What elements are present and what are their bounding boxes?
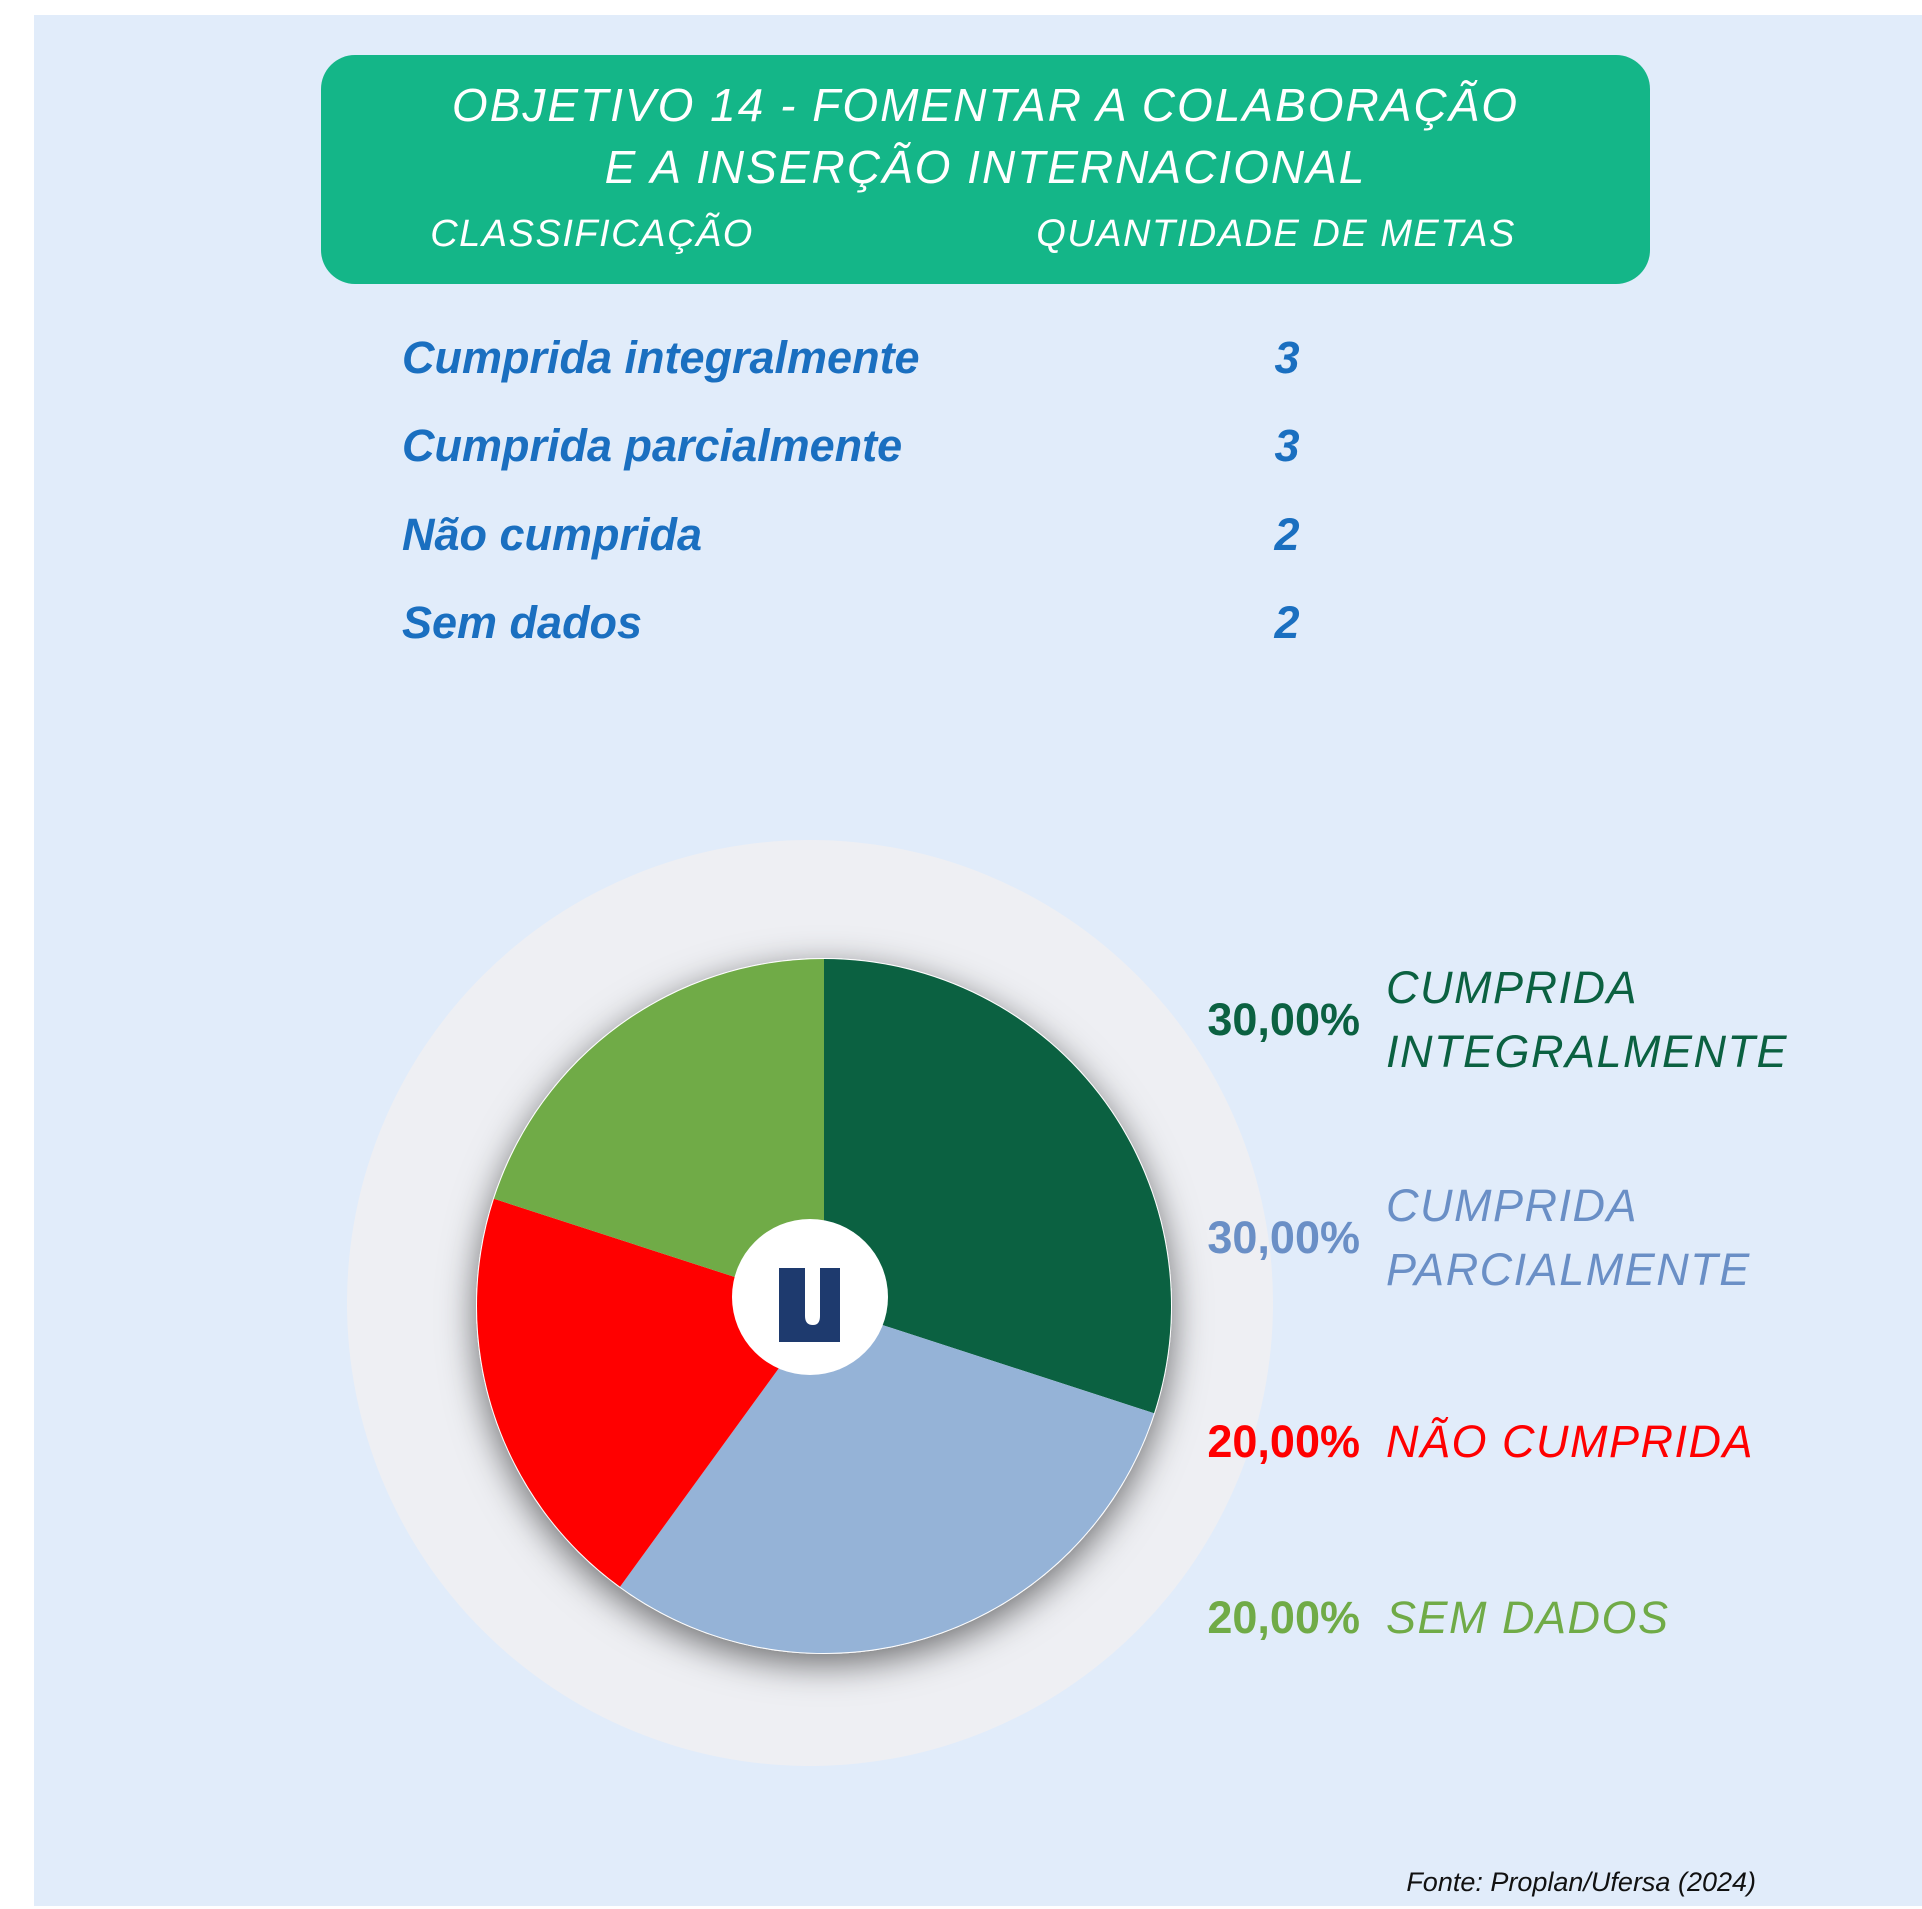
title-line: OBJETIVO 14 - FOMENTAR A COLABORAÇÃO [451,79,1520,131]
legend-label: CUMPRIDA INTEGRALMENTE [1386,962,1789,1077]
row-label: Cumprida integralmente [402,332,920,383]
column-header: QUANTIDADE DE METAS [1036,213,1516,255]
title-line: E A INSERÇÃO INTERNACIONAL [604,141,1367,193]
slices [477,959,1171,1653]
legend-label: SEM DADOS [1386,1592,1670,1643]
value-label: 20,00% [1207,1416,1360,1467]
slice [824,959,1171,1414]
slice [620,1306,1155,1653]
logo-circle [732,1219,888,1375]
row-label: Sem dados [402,597,643,648]
value-label: 30,00% [1207,1212,1360,1263]
row-value: 3 [1274,420,1300,471]
row-value: 3 [1274,332,1300,383]
row-label: Cumprida parcialmente [402,420,903,471]
value-label: 30,00% [1207,994,1360,1045]
value-label: 20,00% [1207,1592,1360,1643]
column-header: CLASSIFICAÇÃO [430,213,754,255]
header-box [321,55,1650,284]
row-label: Não cumprida [402,509,703,560]
legend-label: NÃO CUMPRIDA [1386,1416,1755,1467]
slice [493,959,824,1306]
source: Fonte: Proplan/Ufersa (2024) [1406,1867,1756,1897]
logo [779,1268,840,1342]
legend-label: CUMPRIDA PARCIALMENTE [1386,1180,1751,1295]
row-value: 2 [1274,597,1300,648]
row-value: 2 [1274,509,1300,560]
